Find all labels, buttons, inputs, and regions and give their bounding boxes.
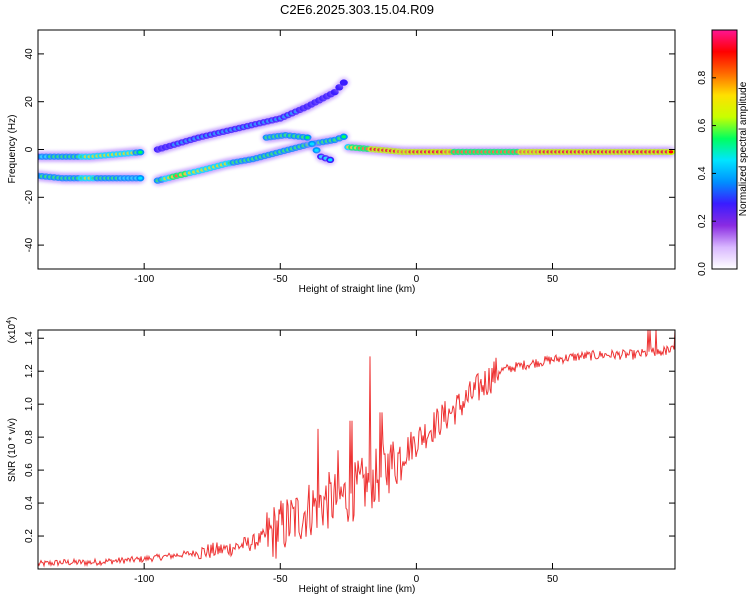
x-tick-label: 0	[414, 274, 420, 285]
heat-core	[314, 148, 319, 152]
colorbar: 0.0 0.2 0.4 0.6 0.8 Normalized spectral ampl…	[697, 29, 749, 276]
colorbar-tick-label: 0.8	[697, 70, 708, 84]
heat-core	[327, 158, 333, 162]
snr-scale-label: (x104)	[6, 317, 18, 344]
colorbar-tick-label: 0.6	[697, 118, 708, 132]
colorbar-ticks: 0.0 0.2 0.4 0.6 0.8	[697, 70, 716, 276]
spectrogram-ticks: -100 -50 0 50 -40 -20 0 20 40	[24, 30, 675, 285]
heat-core	[138, 176, 143, 180]
y-tick-label: -40	[24, 237, 35, 252]
y-tick-label: 0.2	[24, 529, 35, 543]
y-tick-label: -20	[24, 190, 35, 205]
y-tick-label: 0.4	[24, 496, 35, 510]
heat-core	[309, 142, 315, 146]
y-tick-label: 0.6	[24, 463, 35, 477]
spectrogram-panel: -100 -50 0 50 -40 -20 0 20 40 Height of straight…	[7, 29, 676, 295]
y-tick-label: 0	[24, 146, 35, 152]
x-tick-label: -100	[134, 274, 154, 285]
y-tick-label: 1.0	[24, 397, 35, 411]
snr-panel: -100 -50 0 50 0.2 0.4 0.6 0.8 1.0 1.2 1.4 Height o…	[6, 317, 676, 595]
chart-title: C2E6.2025.303.15.04.R09	[280, 2, 434, 17]
x-tick-label: 50	[547, 574, 559, 585]
snr-background	[38, 330, 675, 569]
x-tick-label: 50	[547, 274, 559, 285]
heat-core	[341, 135, 346, 139]
snr-ylabel: SNR (10 * v/v)	[7, 418, 18, 482]
y-tick-label: 1.4	[24, 331, 35, 345]
y-tick-label: 20	[24, 96, 35, 108]
heat-core	[138, 150, 143, 154]
colorbar-label: Normalized spectral amplitude	[738, 81, 749, 216]
x-tick-label: -50	[273, 274, 288, 285]
colorbar-tick-label: 0.2	[697, 214, 708, 228]
heat-core	[305, 135, 310, 140]
snr-frame	[37, 329, 676, 570]
heat-core	[668, 150, 674, 154]
snr-scale-exponent: 4	[6, 320, 13, 324]
snr-xlabel: Height of straight line (km)	[299, 584, 416, 595]
snr-line	[38, 330, 675, 568]
spectrogram-xlabel: Height of straight line (km)	[299, 284, 416, 295]
colorbar-tick-label: 0.0	[697, 262, 708, 276]
spectrogram-heat	[38, 77, 675, 187]
x-tick-label: 0	[414, 574, 420, 585]
snr-scale-base: (x10	[7, 323, 18, 343]
y-tick-label: 1.2	[24, 364, 35, 378]
y-tick-label: 40	[24, 48, 35, 60]
x-tick-label: -100	[134, 574, 154, 585]
snr-scale-close: )	[7, 317, 18, 320]
spectrogram-ylabel: Frequency (Hz)	[7, 115, 18, 184]
x-tick-label: -50	[273, 574, 288, 585]
snr-ticks: -100 -50 0 50 0.2 0.4 0.6 0.8 1.0 1.2 1.4	[24, 330, 675, 585]
colorbar-tick-label: 0.4	[697, 166, 708, 180]
heat-core	[341, 80, 346, 85]
colorbar-rect	[711, 29, 738, 270]
y-tick-label: 0.8	[24, 430, 35, 444]
